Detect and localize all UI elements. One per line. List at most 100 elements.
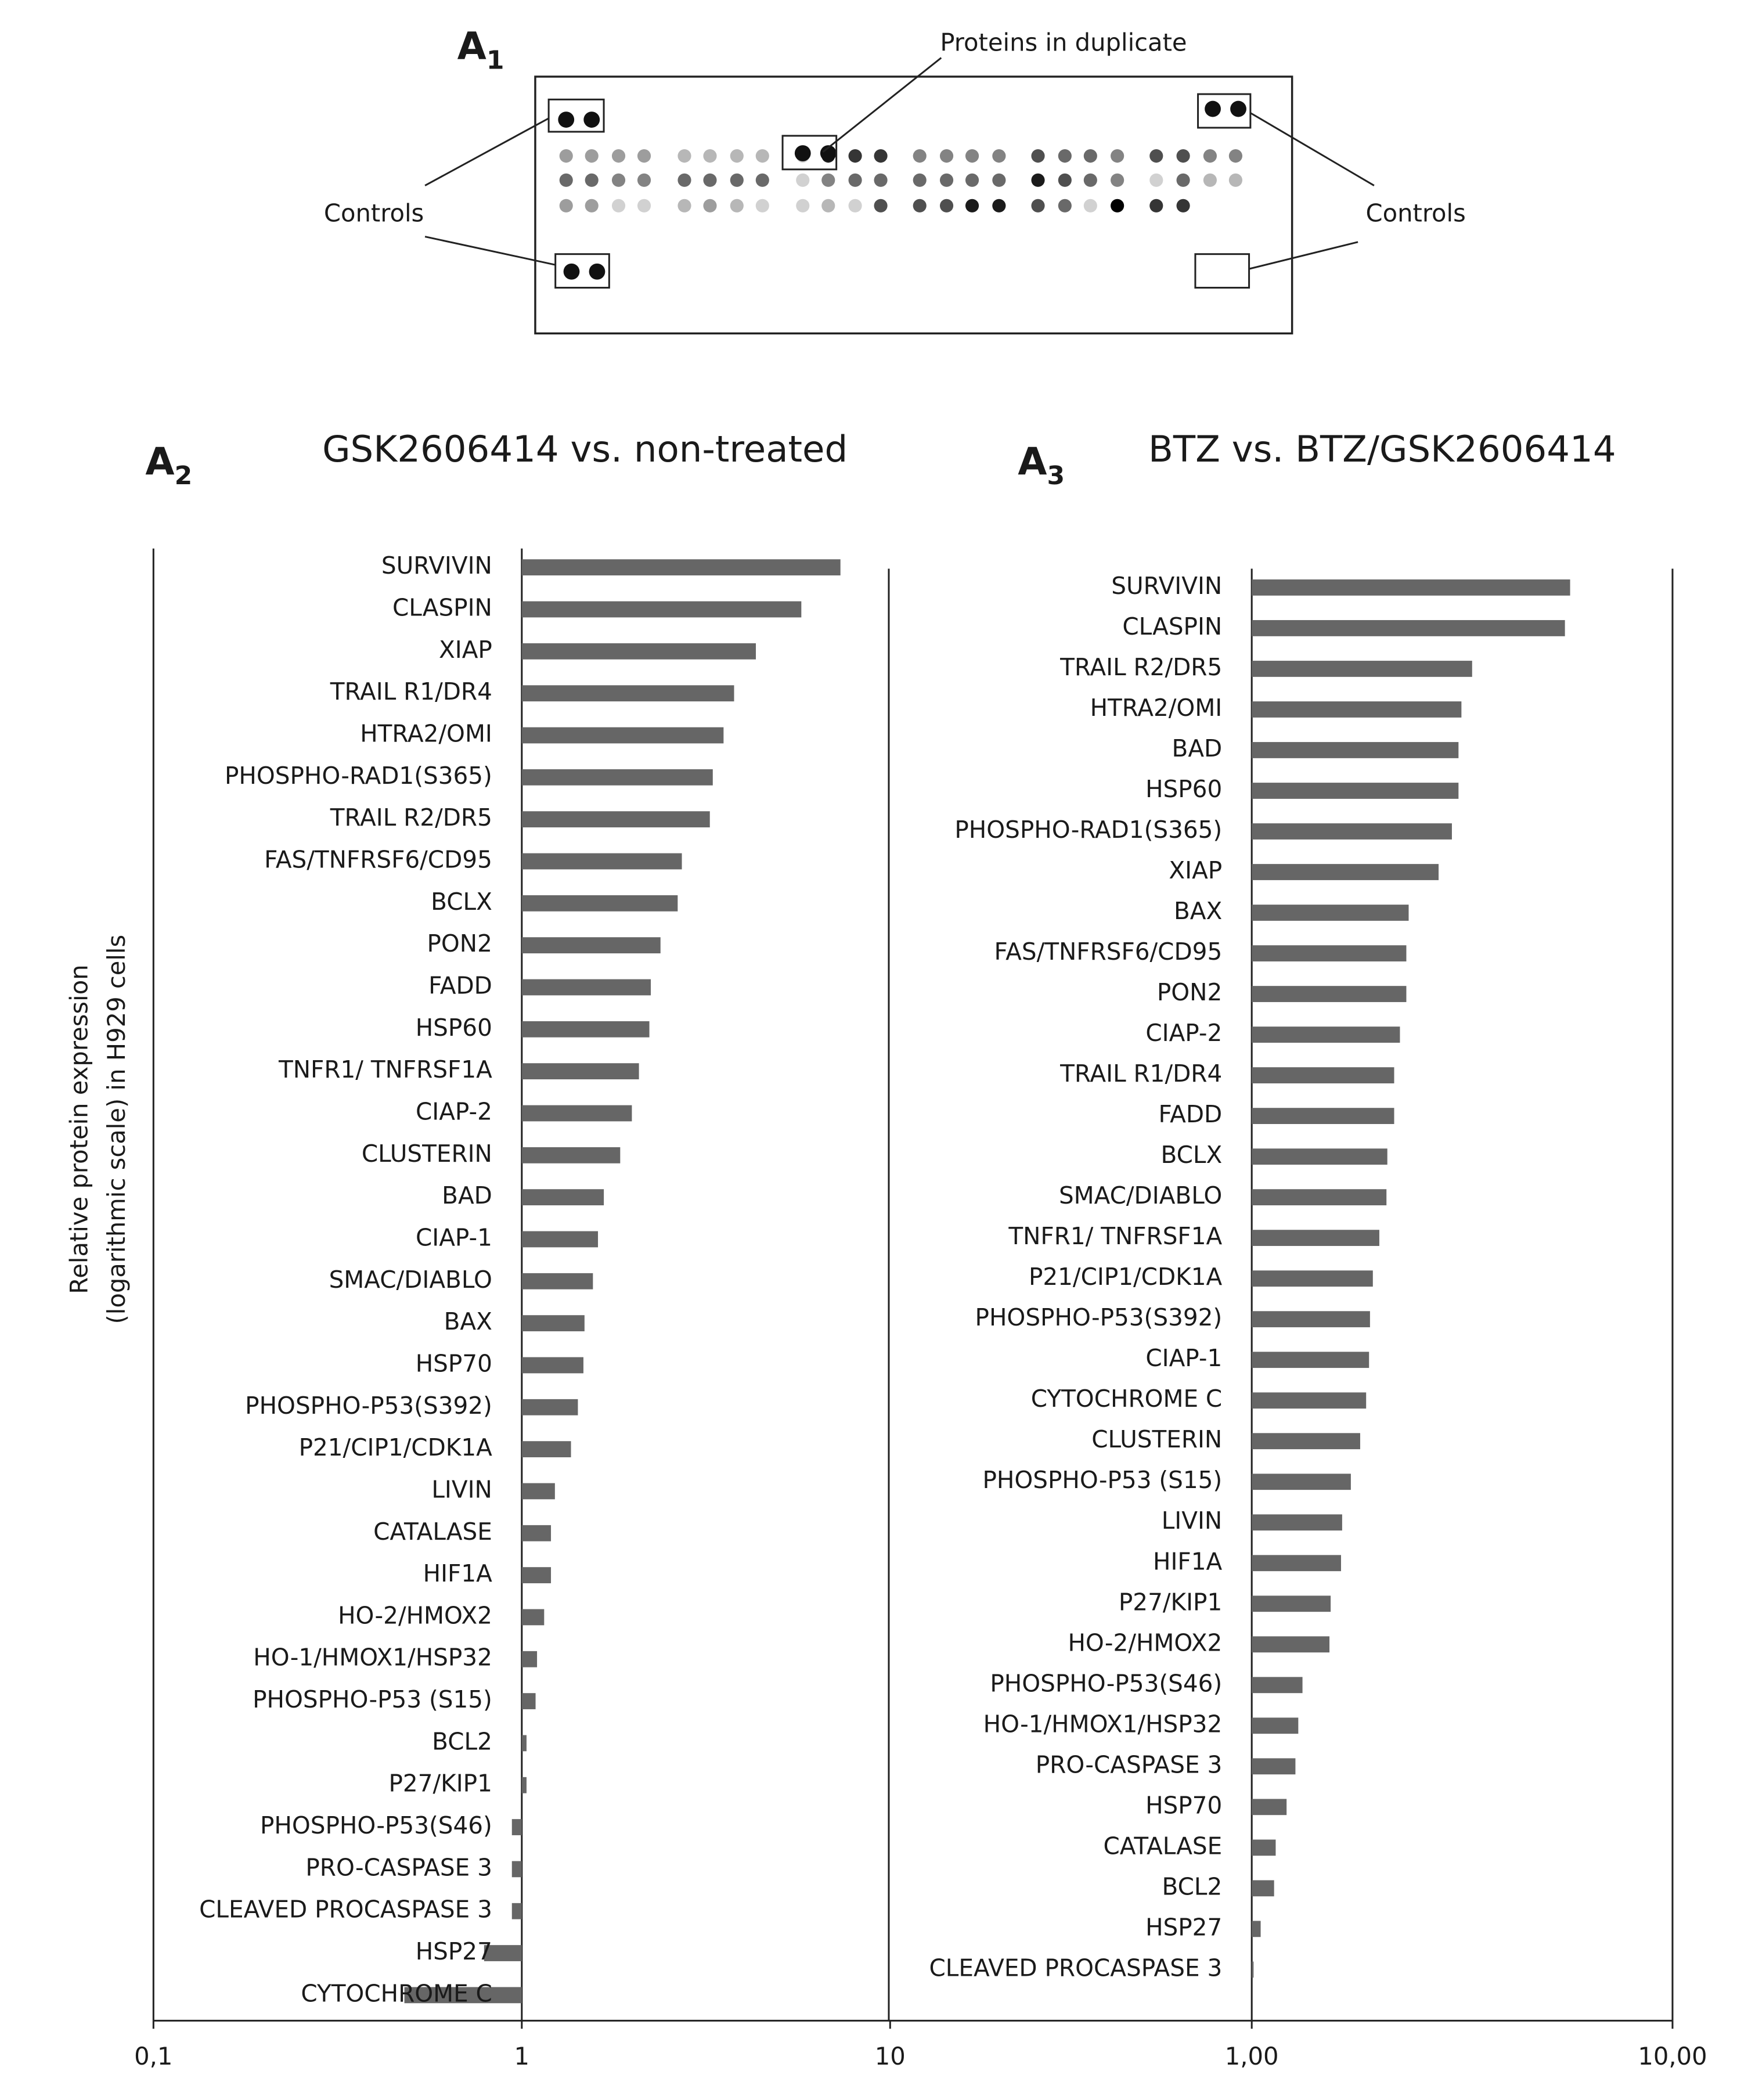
blot-dot [848,173,862,187]
blot-dot [677,199,691,212]
blot-dot [703,173,717,187]
blot-dot [1111,199,1125,212]
category-label: PHOSPHO-P53(S46) [260,1811,492,1839]
blot-dot [1031,199,1045,212]
blot-dot [913,173,927,187]
blot-dot [730,149,744,163]
blot-dot [1176,173,1190,187]
bar [1252,945,1407,961]
blot-dot [1111,149,1125,163]
category-label: PON2 [1157,978,1222,1006]
blot-dot [1176,149,1190,163]
bar [521,1483,555,1500]
blot-dot [820,145,837,161]
category-label: BAD [1172,734,1223,762]
category-label: TRAIL R1/DR4 [1059,1060,1222,1087]
blot-dot [559,199,573,212]
blot-dot [730,173,744,187]
bar [521,1063,639,1080]
panel-label: A1 [457,24,504,75]
chart: A3 BTZ vs. BTZ/GSK2606414 1,00 10,00 SURVIVI… [888,428,1707,2070]
category-label: PHOSPHO-RAD1(S365) [954,816,1222,844]
bar [1252,1148,1387,1165]
bar [1252,620,1565,636]
bar [511,1819,522,1835]
blot-dot [589,263,606,280]
category-label: PON2 [427,930,492,957]
blot-dot [1111,173,1125,187]
blot-dot [1203,149,1217,163]
bar [1252,1921,1261,1937]
category-label: TRAIL R2/DR5 [330,804,492,831]
bar [1252,1352,1369,1368]
pointer [424,236,556,266]
bar [1252,905,1409,921]
blot-dot [1149,149,1163,163]
bar [521,1525,552,1541]
category-label: LIVIN [1162,1507,1223,1535]
category-label: HSP27 [416,1937,492,1965]
category-label: BCL2 [1162,1872,1223,1900]
bar [521,1609,545,1626]
blot-dot [637,173,651,187]
category-label: HTRA2/OMI [360,720,492,748]
category-label: CLUSTERIN [1091,1425,1222,1453]
bar [1252,1677,1303,1694]
category-label: HSP60 [1145,775,1222,803]
blot-dot [611,149,626,163]
bar [1252,1758,1296,1775]
bar [521,1105,632,1122]
blot-dot [558,111,575,128]
blot-dot [755,149,769,163]
bar [521,685,734,702]
bar [521,601,802,618]
category-label: P27/KIP1 [388,1770,492,1798]
category-label: BAD [442,1182,492,1209]
bar [1252,579,1570,596]
annotation: Proteins in duplicate [940,28,1187,56]
category-label: PHOSPHO-P53(S392) [975,1303,1223,1331]
blot-dot [1149,173,1163,187]
category-label: CATALASE [1104,1832,1223,1860]
bar [1252,661,1472,677]
pointer [822,57,942,153]
category-label: PHOSPHO-RAD1(S365) [225,762,492,790]
category-label: SMAC/DIABLO [1059,1182,1222,1209]
category-label: SURVIVIN [1111,572,1222,600]
blot-dot [703,199,717,212]
bar [521,1231,599,1248]
category-label: PHOSPHO-P53(S46) [990,1669,1222,1697]
blot-dot [992,199,1006,212]
blot-dot [637,199,651,212]
bar [1252,1026,1400,1043]
category-label: HO-1/HMOX1/HSP32 [253,1644,492,1672]
bar [521,1693,536,1709]
bar [1252,783,1459,799]
pointer [424,117,549,186]
bar [521,1189,604,1206]
blot-dot [611,173,626,187]
category-label: BCL2 [432,1727,492,1755]
blot-dots [558,100,1246,280]
panel-sub: 1 [486,46,504,75]
bar [1252,1799,1287,1816]
category-label: BCLX [431,888,492,916]
category-label: FAS/TNFRSF6/CD95 [264,845,492,873]
x-tick-label: 10 [875,2042,906,2070]
category-label: BAX [444,1307,492,1335]
bar [521,1399,578,1415]
blot-dot [874,173,888,187]
category-label: CIAP-2 [416,1097,492,1125]
control-box [1194,253,1250,289]
blot-dot [1228,173,1242,187]
blot-dot [755,199,769,212]
bar [1252,701,1462,718]
blot-dot [992,173,1006,187]
category-label: CIAP-1 [1145,1344,1222,1372]
category-label: HTRA2/OMI [1090,694,1223,722]
category-label: HO-2/HMOX2 [338,1601,492,1629]
blot-dot [730,199,744,212]
bar [1252,742,1459,758]
blot-dot [965,173,979,187]
